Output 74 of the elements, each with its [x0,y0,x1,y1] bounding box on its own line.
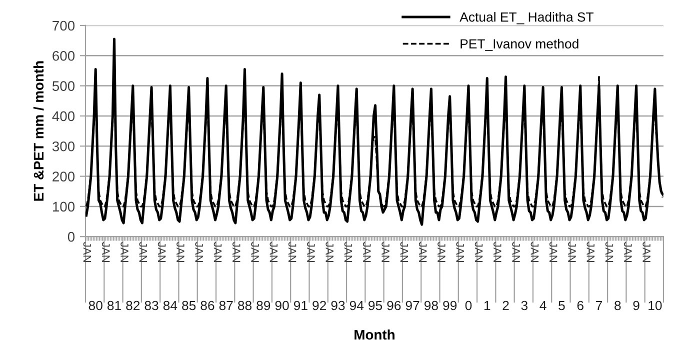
x-tick-label: 91 [294,300,308,310]
y-tick-label: 500 [52,81,75,91]
text: JAN [586,242,594,262]
text: JAN [605,242,614,262]
text: JAN [214,242,222,262]
x-tick-label: 4 [540,300,546,310]
text: JAN [139,242,147,262]
x-tick-label: 86 [200,300,214,310]
x-tick-label: 3 [521,300,528,310]
x-tick-label: 0 [465,300,472,310]
text: JAN [493,242,502,262]
text: JAN [530,242,539,262]
x-tick-label: 85 [182,300,196,310]
text: JAN [456,242,464,262]
y-tick-label: 200 [52,172,75,182]
text: JAN [400,242,408,262]
text: JAN [307,242,315,262]
text: JAN [642,242,650,262]
text: JAN [326,242,334,262]
text: JAN [120,242,128,262]
x-tick-label: 5 [558,300,565,310]
y-tick-label: 700 [52,20,75,31]
y-axis-title: ET &PET mm / month [33,61,44,201]
x-tick-label: 10 [648,300,662,310]
x-tick-label: 92 [312,300,326,310]
x-tick-label: 81 [107,300,121,310]
text: JAN [83,242,92,262]
text: JAN [624,242,632,262]
y-tick-label: 100 [52,202,75,212]
y-tick-label: 0 [68,232,75,242]
text: JAN [270,242,278,262]
y-tick-label: 600 [52,50,75,61]
x-tick-label: 80 [88,300,102,310]
text: JAN [176,242,184,262]
x-tick-label: 8 [614,300,621,310]
x-tick-label: 9 [633,300,640,310]
x-tick-label: 96 [387,300,401,310]
text: JAN [382,242,390,262]
x-tick-label: 93 [331,300,345,310]
x-tick-label: 1 [484,300,490,310]
x-tick-label: 7 [596,300,602,310]
text: JAN [344,242,352,262]
text: JAN [418,242,427,262]
x-tick-label: 95 [368,300,382,310]
x-tick-label: 97 [406,300,420,310]
x-tick-label: 94 [350,300,364,310]
text: JAN [512,242,520,262]
text: JAN [549,242,558,262]
x-tick-label: 87 [219,300,233,310]
x-tick-label: 98 [424,300,438,310]
text: JAN [474,242,483,262]
x-tick-label: 82 [126,300,140,310]
x-tick-label: 2 [502,300,509,310]
y-tick-label: 400 [52,111,75,122]
x-axis-title: Month [354,329,394,340]
x-tick-label: 99 [443,300,457,310]
x-tick-label: 6 [577,300,584,310]
text: JAN [362,242,371,262]
text: JAN [158,242,166,262]
x-tick-label: 89 [256,300,270,310]
x-tick-label: 84 [163,300,178,310]
x-tick-label: 88 [238,300,252,310]
x-tick-label: 90 [275,300,289,310]
text: JAN [438,242,446,262]
legend-label: Actual ET_ Haditha ST [460,12,594,24]
text: JAN [232,242,240,262]
text: JAN [288,242,296,262]
text: JAN [568,242,576,262]
legend-label: PET_Ivanov method [460,38,578,52]
text: JAN [195,242,203,262]
text: JAN [102,242,110,262]
text: JAN [251,242,259,262]
x-tick-label: 83 [144,300,158,310]
y-tick-label: 300 [52,141,75,152]
